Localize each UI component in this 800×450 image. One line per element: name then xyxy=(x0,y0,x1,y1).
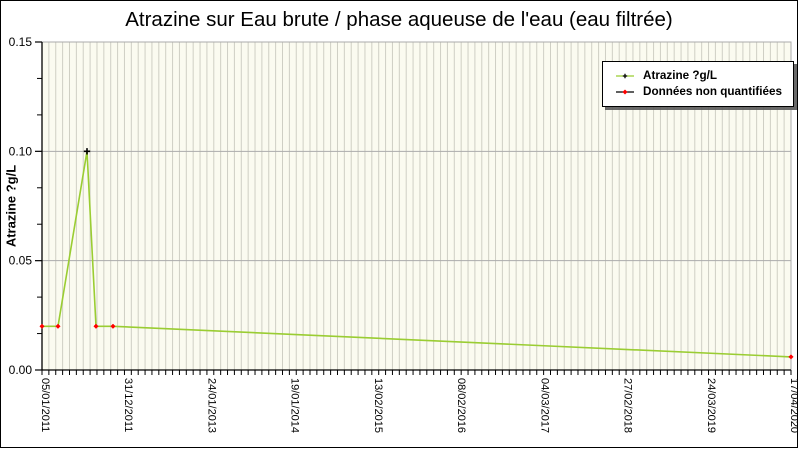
svg-text:13/02/2015: 13/02/2015 xyxy=(372,378,384,433)
svg-text:19/01/2014: 19/01/2014 xyxy=(289,378,301,433)
svg-text:24/03/2019: 24/03/2019 xyxy=(705,378,717,433)
svg-text:0.15: 0.15 xyxy=(9,35,33,49)
svg-text:05/01/2011: 05/01/2011 xyxy=(39,378,51,432)
svg-text:17/04/2020: 17/04/2020 xyxy=(788,378,798,433)
svg-text:31/12/2011: 31/12/2011 xyxy=(122,378,134,432)
svg-text:27/02/2018: 27/02/2018 xyxy=(622,378,634,433)
svg-text:0.00: 0.00 xyxy=(9,363,33,377)
svg-text:04/03/2017: 04/03/2017 xyxy=(538,378,550,433)
svg-text:0.05: 0.05 xyxy=(9,254,33,268)
svg-text:24/01/2013: 24/01/2013 xyxy=(205,378,217,433)
svg-text:0.10: 0.10 xyxy=(9,144,33,158)
svg-text:08/02/2016: 08/02/2016 xyxy=(455,378,467,433)
